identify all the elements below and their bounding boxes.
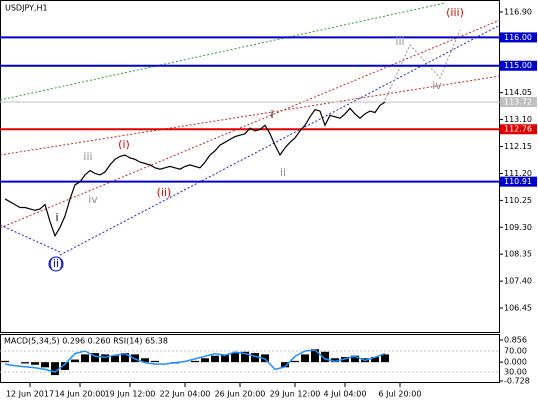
wave-label: (iii) <box>446 6 464 19</box>
wave-label: iv <box>88 193 98 206</box>
level-badge <box>500 124 537 135</box>
main-frame <box>0 0 500 333</box>
wave-label: iii <box>83 150 92 163</box>
level-badge <box>500 176 537 187</box>
x-tick-label: 29 Jun 12:00 <box>270 390 321 399</box>
x-tick-label: 6 Jul 20:00 <box>379 390 422 399</box>
y-tick-label: 106.45 <box>504 304 532 313</box>
macd-bar <box>141 358 149 363</box>
y-tick-label: 111.20 <box>504 169 532 178</box>
macd-bar <box>121 353 129 363</box>
y-tick-label: 112.15 <box>504 142 532 151</box>
macd-bar <box>301 354 309 363</box>
wave-label: (i) <box>118 138 130 151</box>
macd-bar <box>71 359 79 363</box>
macd-bar <box>241 351 249 363</box>
trend-line <box>0 224 61 253</box>
x-tick-label: 22 Jun 04:00 <box>160 390 211 399</box>
macd-bar <box>221 354 229 363</box>
macd-bar <box>281 362 289 368</box>
macd-bar <box>251 353 259 363</box>
macd-bar <box>381 354 389 363</box>
y-tick-label: 116.90 <box>504 7 532 16</box>
y-tick-label: 0.856 <box>504 336 527 345</box>
rsi-line <box>4 349 386 373</box>
y-tick-label: 114.05 <box>504 88 532 97</box>
level-badge <box>500 97 537 108</box>
level-badge <box>500 32 537 43</box>
macd-bar <box>91 353 99 363</box>
indicator-title: MACD(5,34,5) 0.296 0.260 RSI(14) 65.38 <box>4 337 168 346</box>
level-label: 115.00 <box>504 61 532 70</box>
trend-lines <box>0 2 501 256</box>
macd-bar <box>231 353 239 363</box>
level-label: 112.76 <box>504 125 532 134</box>
macd-bar <box>21 362 29 364</box>
wave-label: iii <box>395 35 404 48</box>
wave-label: iv <box>432 79 442 92</box>
x-tick-label: 26 Jun 20:00 <box>215 390 266 399</box>
x-tick-label: 4 Jul 04:00 <box>324 390 367 399</box>
y-tick-label: 113.10 <box>504 115 532 124</box>
macd-bar <box>81 354 89 363</box>
macd-bar <box>351 355 359 363</box>
macd-bar <box>321 351 329 363</box>
x-tick-label: 19 Jun 12:00 <box>105 390 156 399</box>
macd-bar <box>61 362 69 370</box>
macd-bar <box>291 360 299 363</box>
macd-bar <box>191 360 199 363</box>
trend-line <box>0 75 501 156</box>
macd-bar <box>201 358 209 363</box>
wave-label: i <box>270 108 273 121</box>
wave-label: i <box>55 211 58 224</box>
macd-bar <box>41 362 49 368</box>
y-tick-label: 0.000 <box>504 358 527 367</box>
macd-bar <box>151 360 159 363</box>
macd-bar <box>311 349 319 363</box>
y-tick-label: 110.25 <box>504 196 532 205</box>
level-label: 110.91 <box>504 177 532 186</box>
y2-tick-label: 30.00 <box>504 368 527 377</box>
macd-bar <box>31 362 39 365</box>
macd-bar <box>331 358 339 363</box>
macd-bar <box>1 360 9 363</box>
y-tick-label: 108.35 <box>504 250 532 259</box>
y-tick-label: -0.728 <box>504 377 530 386</box>
macd-bar <box>371 356 379 363</box>
wave-circle <box>48 256 64 272</box>
macd-bar <box>51 362 59 376</box>
level-label: 113.72 <box>504 98 532 107</box>
y2-tick-label: 70.00 <box>504 347 527 356</box>
y-tick-label: 109.30 <box>504 223 532 232</box>
wave-label: ii <box>280 166 286 179</box>
macd-bar <box>111 355 119 363</box>
x-tick-label: 14 Jun 20:00 <box>55 390 106 399</box>
wave-label: (ii) <box>49 257 64 270</box>
x-tick-label: 12 Jun 2017 <box>6 390 54 399</box>
y-tick-label: 107.40 <box>504 277 532 286</box>
chart-title: USDJPY,H1 <box>5 4 48 13</box>
wave-label: (ii) <box>157 186 172 199</box>
level-badge <box>500 60 537 71</box>
macd-bar <box>211 355 219 363</box>
macd-bar <box>101 354 109 363</box>
price-line <box>4 101 386 238</box>
level-label: 116.00 <box>504 33 532 42</box>
